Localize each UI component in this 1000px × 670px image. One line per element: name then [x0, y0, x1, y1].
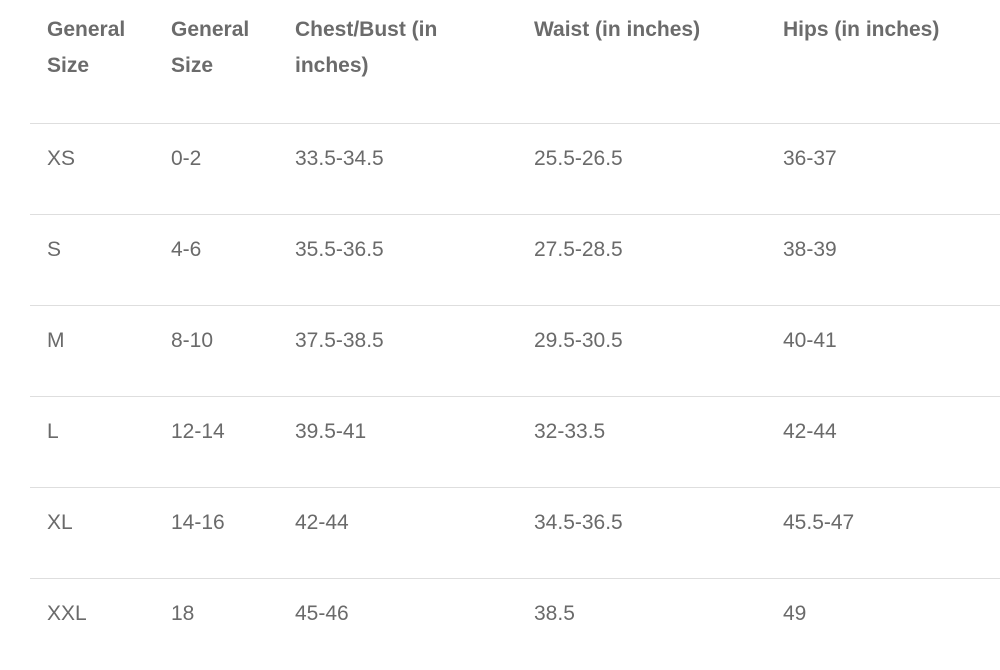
table-row: S 4-6 35.5-36.5 27.5-28.5 38-39 — [30, 214, 1000, 306]
table-cell: 12-14 — [171, 420, 225, 443]
table-cell: 45-46 — [295, 602, 349, 625]
table-cell: 8-10 — [171, 329, 214, 352]
table-cell: 36-37 — [783, 147, 837, 170]
header-waist: Waist (in inches) — [534, 18, 701, 41]
table-cell: 42-44 — [295, 511, 349, 534]
header-chest-bust: Chest/Bust (in inches) — [295, 18, 438, 77]
header-hips: Hips (in inches) — [783, 18, 940, 41]
table-cell: 42-44 — [783, 420, 837, 443]
table-row: L 12-14 39.5-41 32-33.5 42-44 — [30, 396, 1000, 488]
table-cell: 37.5-38.5 — [295, 329, 384, 352]
table-cell: 25.5-26.5 — [534, 147, 623, 170]
table-cell: 4-6 — [171, 238, 202, 261]
table-cell: 14-16 — [171, 511, 225, 534]
table-row: XL 14-16 42-44 34.5-36.5 45.5-47 — [30, 487, 1000, 579]
table-cell: XXL — [47, 602, 87, 625]
header-general-size-numeric: General Size — [171, 18, 250, 77]
table-cell: XS — [47, 147, 76, 170]
table-cell: 40-41 — [783, 329, 837, 352]
table-cell: 32-33.5 — [534, 420, 606, 443]
table-cell: 33.5-34.5 — [295, 147, 384, 170]
table-cell: L — [47, 420, 59, 443]
table-cell: 39.5-41 — [295, 420, 367, 443]
table-cell: 34.5-36.5 — [534, 511, 623, 534]
table-cell: 49 — [783, 602, 807, 625]
table-cell: M — [47, 329, 65, 352]
table-row: XXL 18 45-46 38.5 49 — [30, 578, 1000, 670]
table-header: General Size General Size Chest/Bust (in… — [0, 12, 1000, 123]
table-cell: S — [47, 238, 62, 261]
table-cell: 29.5-30.5 — [534, 329, 623, 352]
table-cell: 27.5-28.5 — [534, 238, 623, 261]
table-cell: 38.5 — [534, 602, 575, 625]
table-cell: 45.5-47 — [783, 511, 855, 534]
table-cell: XL — [47, 511, 73, 534]
table-row: M 8-10 37.5-38.5 29.5-30.5 40-41 — [30, 305, 1000, 397]
table-cell: 38-39 — [783, 238, 837, 261]
table-cell: 18 — [171, 602, 195, 625]
table-row: XS 0-2 33.5-34.5 25.5-26.5 36-37 — [30, 123, 1000, 215]
table-cell: 0-2 — [171, 147, 202, 170]
table-cell: 35.5-36.5 — [295, 238, 384, 261]
header-general-size: General Size — [47, 18, 126, 77]
